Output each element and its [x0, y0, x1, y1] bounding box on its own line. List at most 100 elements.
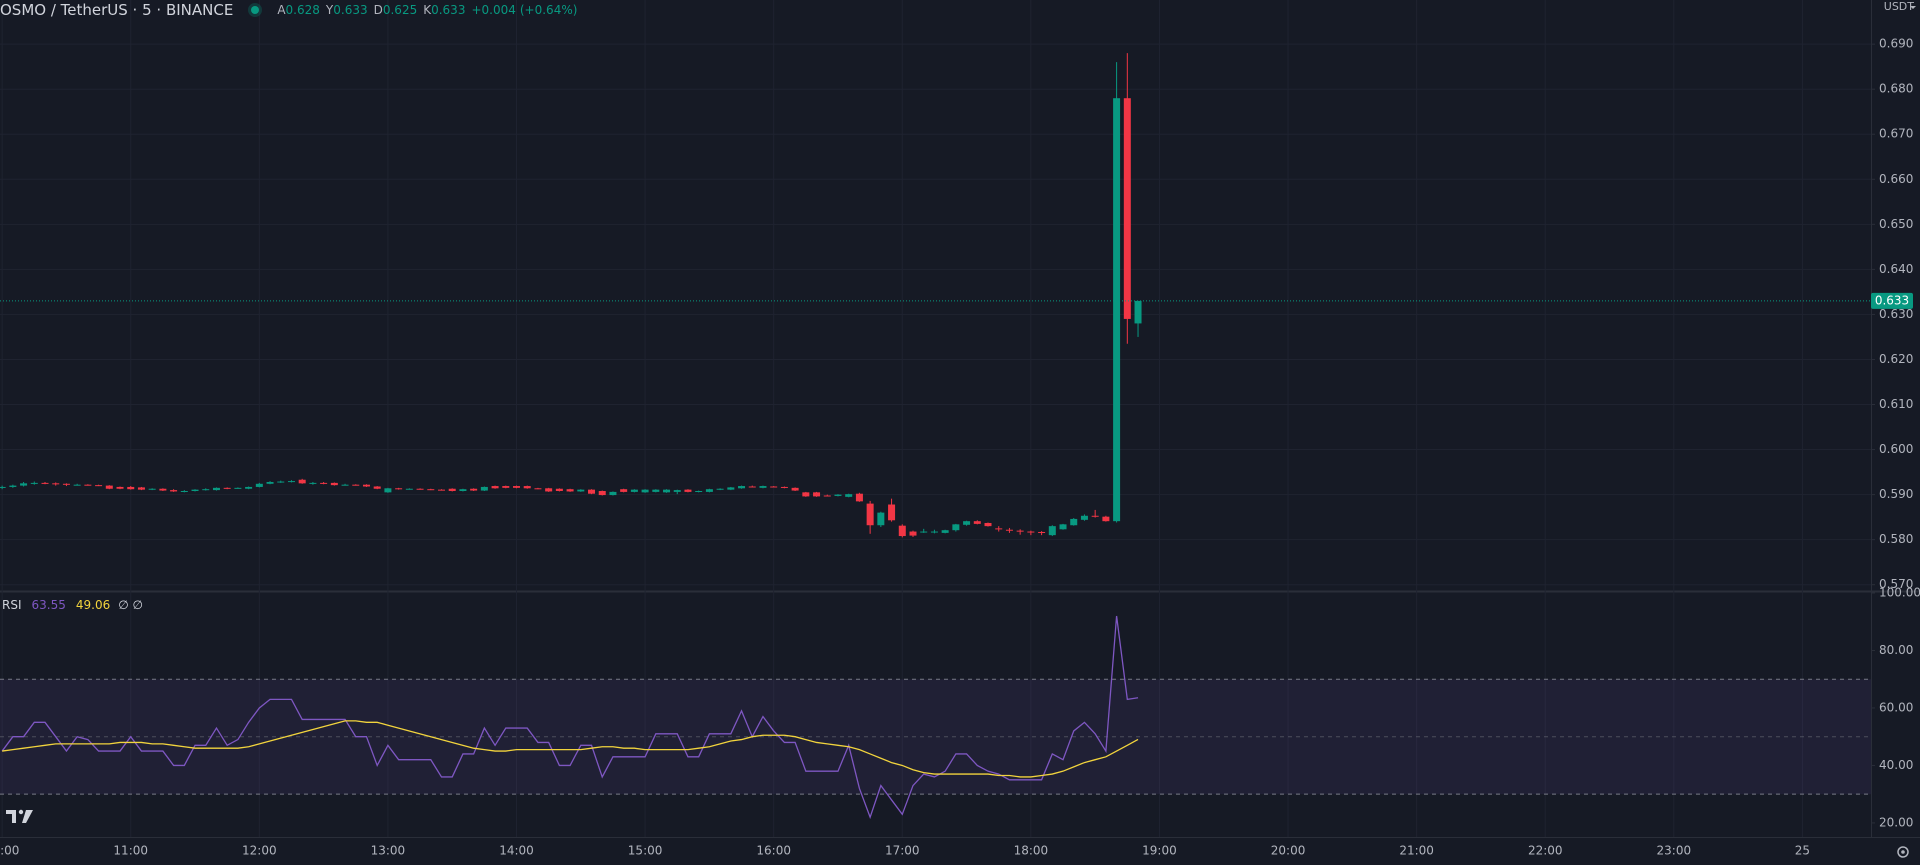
- settings-icon[interactable]: [1897, 846, 1909, 858]
- candle-body: [1005, 529, 1013, 531]
- candle-body: [855, 493, 863, 502]
- x-tick-label: 19:00: [1142, 844, 1177, 858]
- candle-body: [502, 486, 510, 488]
- ohlc-value: 0.625: [382, 3, 418, 17]
- candle-body: [984, 522, 992, 527]
- change: +0.004: [471, 3, 516, 17]
- candle-body: [888, 504, 896, 521]
- rsi-line: [2, 720, 1139, 778]
- candle-body: [234, 487, 242, 489]
- ohlc-key: K: [423, 3, 432, 17]
- rsi-ma-value: 49.06: [75, 598, 111, 612]
- candle-body: [373, 486, 381, 489]
- candle-body: [641, 489, 649, 493]
- candle-body: [523, 486, 531, 489]
- candle-body: [748, 486, 756, 488]
- y-tick-label: 20.00: [1879, 815, 1913, 829]
- candle-body: [877, 512, 885, 526]
- y-tick-label: 0.590: [1879, 487, 1913, 501]
- candle-body: [330, 482, 338, 486]
- logo-part: [6, 810, 16, 814]
- rsi-extra: ∅ ∅: [118, 598, 143, 612]
- candle-body: [1080, 515, 1088, 520]
- candle-body: [834, 494, 842, 496]
- x-tick-label: 25: [1795, 844, 1810, 858]
- y-tick-label: 0.680: [1879, 82, 1913, 96]
- ohlc-key: Y: [325, 3, 334, 17]
- candle-body: [287, 481, 295, 483]
- candle-body: [566, 489, 574, 492]
- x-tick-label: 15:00: [628, 844, 663, 858]
- candle-body: [105, 485, 113, 489]
- x-tick-label: 11:00: [113, 844, 148, 858]
- candle-body: [41, 482, 49, 484]
- x-tick-label: 21:00: [1399, 844, 1434, 858]
- candle-body: [459, 489, 467, 491]
- candle-body: [191, 489, 199, 491]
- candle-body: [320, 482, 328, 484]
- candle-body: [1091, 515, 1099, 517]
- logo-part: [22, 810, 33, 823]
- candle-body: [930, 531, 938, 533]
- y-tick-label: 0.620: [1879, 352, 1913, 366]
- currency-dropdown-caret[interactable]: [1910, 6, 1916, 9]
- candle-body: [170, 490, 178, 492]
- candle-body: [1113, 98, 1121, 522]
- candle-body: [588, 489, 596, 494]
- x-tick-label: 13:00: [371, 844, 406, 858]
- rsi-legend: RSI 63.55 49.06 ∅ ∅: [2, 596, 153, 614]
- rsi-title[interactable]: RSI: [2, 598, 22, 612]
- candle-body: [245, 486, 253, 489]
- candle-body: [1027, 531, 1035, 533]
- x-tick-label: 16:00: [756, 844, 791, 858]
- x-tick-label: 12:00: [242, 844, 277, 858]
- candle-body: [577, 489, 585, 492]
- candle-body: [491, 486, 499, 489]
- candle-body: [620, 489, 628, 492]
- y-tick-label: 80.00: [1879, 643, 1913, 657]
- currency-label[interactable]: USDT: [1883, 0, 1914, 13]
- y-tick-label: 0.570: [1879, 577, 1913, 591]
- x-tick-label: 14:00: [499, 844, 534, 858]
- market-status-dot: [251, 6, 260, 14]
- candle-body: [684, 489, 692, 492]
- rsi-line: [1, 615, 1139, 820]
- x-tick-label: 17:00: [885, 844, 920, 858]
- candle-body: [448, 488, 456, 491]
- candle-body: [1123, 98, 1131, 319]
- candle-body: [1059, 524, 1067, 530]
- logo-part: [18, 809, 24, 815]
- candle-body: [705, 489, 713, 492]
- candle-body: [920, 531, 928, 533]
- candle-body: [513, 486, 521, 488]
- candle-body: [416, 488, 424, 490]
- x-tick-label: 18:00: [1014, 844, 1049, 858]
- candle-body: [909, 531, 917, 536]
- candle-body: [116, 486, 124, 489]
- candle-body: [952, 524, 960, 531]
- candle-body: [534, 488, 542, 490]
- candle-body: [630, 489, 638, 492]
- y-tick-label: 0.610: [1879, 397, 1913, 411]
- candle-body: [159, 488, 167, 491]
- settings-gear-center[interactable]: [1901, 850, 1905, 854]
- candle-body: [223, 487, 231, 489]
- candle-body: [127, 486, 135, 490]
- candle-body: [759, 486, 767, 488]
- symbol-title[interactable]: OSMO / TetherUS · 5 · BINANCE: [0, 1, 234, 19]
- candle-body: [802, 492, 810, 497]
- candle-body: [212, 487, 220, 491]
- ohlc-value: 0.633: [431, 3, 466, 17]
- ohlc-key: A: [277, 3, 286, 17]
- candle-body: [1038, 531, 1046, 533]
- candle-body: [898, 525, 906, 537]
- symbol-legend: OSMO / TetherUS · 5 · BINANCE A 0.628 Y 0.…: [0, 0, 581, 20]
- candle-body: [395, 488, 403, 490]
- candle-body: [405, 488, 413, 490]
- settings-gear[interactable]: [1897, 846, 1909, 858]
- candle-body: [277, 481, 285, 483]
- candle-body: [20, 483, 28, 486]
